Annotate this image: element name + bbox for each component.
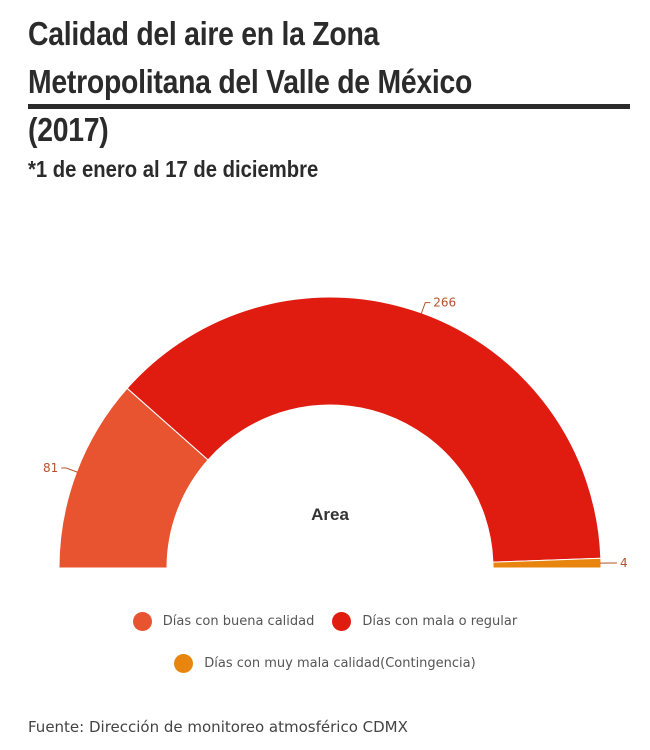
chart-slices <box>58 296 602 569</box>
chart-legend-row-1: Días con buena calidad Días con mala o r… <box>0 612 650 631</box>
legend-label-buena-calidad: Días con buena calidad <box>162 614 315 629</box>
slice-dias-con-muy-mala-calidad-contingencia[interactable] <box>492 557 602 569</box>
leader-line-dias-con-buena-calidad <box>61 467 78 473</box>
chart-title: Calidad del aire en la Zona Metropolitan… <box>28 15 473 148</box>
data-label-dias-con-buena-calidad: 81 <box>43 461 58 475</box>
chart-label-leaders <box>61 302 617 564</box>
title-divider <box>28 104 630 109</box>
chart-legend-row-2: Días con muy mala calidad(Contingencia) <box>0 654 650 673</box>
slice-dias-con-mala-o-regular[interactable] <box>126 296 602 563</box>
legend-item-contingencia[interactable]: Días con muy mala calidad(Contingencia) <box>174 654 476 673</box>
source-note: Fuente: Dirección de monitoreo atmosféri… <box>28 718 408 736</box>
chart-subtitle: *1 de enero al 17 de diciembre <box>28 156 319 182</box>
legend-label-mala-o-regular: Días con mala o regular <box>362 614 518 629</box>
data-label-dias-con-muy-mala-calidad-contingencia: 4 <box>620 556 628 570</box>
legend-label-contingencia: Días con muy mala calidad(Contingencia) <box>204 656 476 671</box>
chart-data-labels: 81 266 4 <box>43 296 628 570</box>
data-label-dias-con-mala-o-regular: 266 <box>433 296 456 310</box>
legend-swatch-buena-calidad <box>132 612 152 631</box>
legend-swatch-contingencia <box>174 654 194 673</box>
legend-item-buena-calidad[interactable]: Días con buena calidad <box>132 612 315 631</box>
leader-line-dias-con-mala-o-regular <box>420 302 431 315</box>
chart-center-label: Area <box>311 505 349 524</box>
legend-item-mala-o-regular[interactable]: Días con mala o regular <box>332 612 517 631</box>
legend-swatch-mala-o-regular <box>332 612 352 631</box>
